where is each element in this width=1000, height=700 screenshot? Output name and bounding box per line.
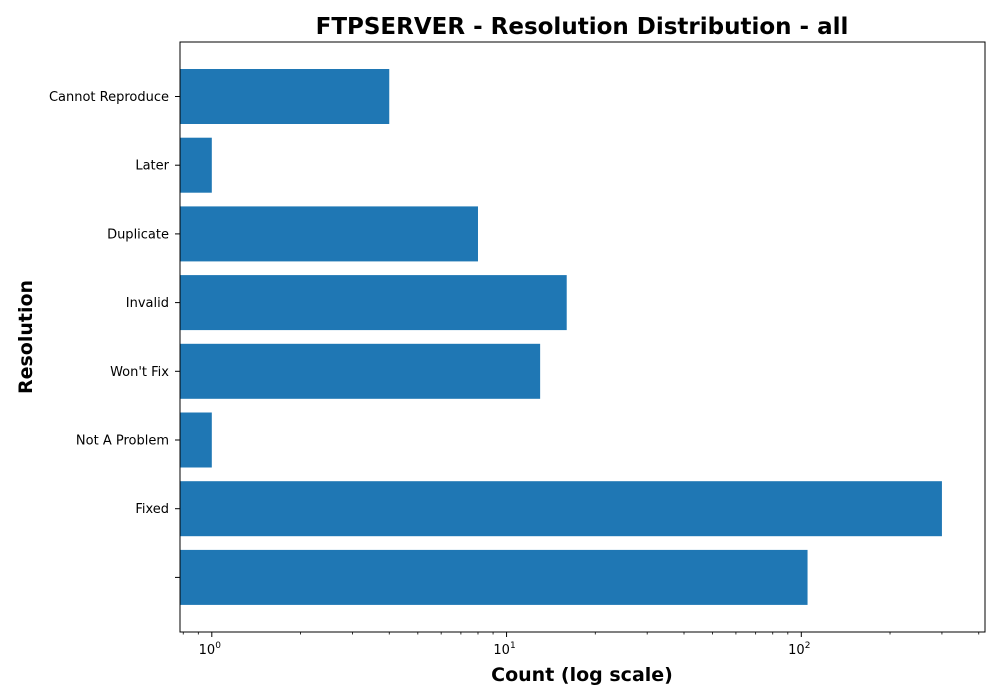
bar-unlabeled: [180, 549, 808, 605]
x-tick-label: 101: [493, 641, 515, 658]
x-axis-label: Count (log scale): [491, 664, 673, 686]
y-tick-label: Cannot Reproduce: [49, 90, 169, 105]
plot-frame: [179, 41, 986, 633]
bar-won-t-fix: [180, 343, 541, 399]
x-tick-label: 102: [788, 641, 810, 658]
bars-layer: [180, 69, 942, 605]
y-tick-label: Duplicate: [107, 227, 169, 242]
bar-later: [180, 137, 212, 193]
y-axis-label: Resolution: [15, 280, 37, 394]
y-axis-ticks: Cannot Reproduce Later Duplicate Invalid Won…: [49, 90, 180, 578]
y-tick-label: Later: [135, 159, 169, 174]
y-tick-label: Fixed: [135, 502, 169, 517]
bar-cannot-reproduce: [180, 69, 390, 124]
x-axis-ticks: 100 101 102: [182, 632, 980, 658]
bar-fixed: [180, 481, 942, 537]
y-tick-label: Won't Fix: [110, 365, 169, 380]
bar-duplicate: [180, 206, 478, 262]
chart-title: FTPSERVER - Resolution Distribution - al…: [316, 14, 849, 40]
y-tick-label: Not A Problem: [76, 434, 169, 449]
y-tick-label: Invalid: [126, 296, 169, 311]
bar-invalid: [180, 275, 567, 331]
bar-not-a-problem: [180, 412, 212, 468]
x-tick-label: 100: [199, 641, 222, 658]
